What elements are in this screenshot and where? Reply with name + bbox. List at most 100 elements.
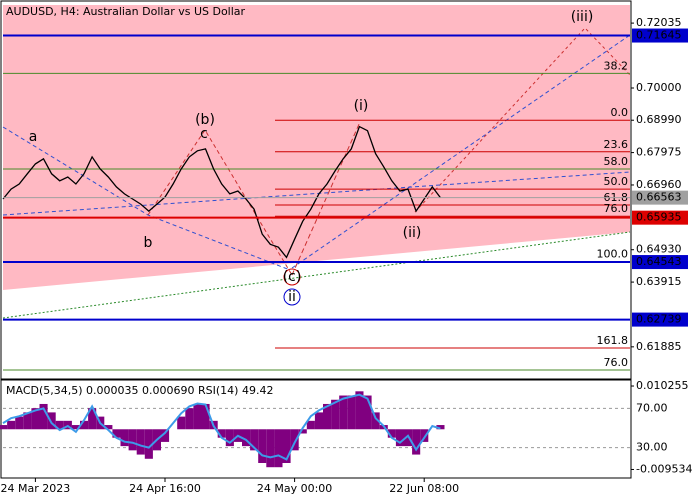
y-tick-label: 0.70000 [636,81,682,94]
i-wave-line [291,121,361,276]
macd-bar [306,420,315,430]
macd-bar [371,412,380,430]
macd-bar [282,429,291,463]
level-label: 0.64543 [636,255,682,268]
macd-bar [128,429,137,451]
level-label: 0.66563 [636,191,682,204]
wave-label: c [200,126,208,142]
macd-bar [331,399,340,430]
y-tick-label: 0.66960 [636,178,682,191]
level-tag [632,255,688,270]
fib-label: 76.0 [604,202,629,215]
macd-bar [104,425,113,430]
wave-label: b [144,235,153,251]
macd-bar [242,429,251,447]
fib-label: 23.6 [604,138,629,151]
x-tick-label: 22 Jun 08:00 [389,482,459,495]
x-tick-label: 24 May 00:00 [257,482,332,495]
macd-bar [339,395,348,430]
wave-circle [283,268,301,286]
macd-bar [274,429,283,468]
macd-bar [177,416,186,430]
x-tick-label: 24 Mar 2023 [1,482,71,495]
macd-bar [185,408,194,430]
wave-label: ii [288,289,296,305]
fib-label: 38.2 [604,59,629,72]
macd-bar [412,429,421,455]
main-frame [0,0,632,380]
macd-bar [420,429,429,442]
y-tick-label: 0.63915 [636,275,682,288]
fib-label: 76.0 [604,356,629,369]
macd-bar [23,412,32,430]
macd-bar [387,429,396,438]
macd-bar [31,408,40,430]
fib-label: 58.0 [604,155,629,168]
macd-bar [193,403,202,430]
wave-label: (b) [195,112,215,128]
macd-bar [39,403,48,430]
level-label: 0.65935 [636,211,682,224]
level-label: 0.71645 [636,29,682,42]
y-tick-label: -0.009534 [636,462,692,475]
y-tick-label: 0.67975 [636,146,682,159]
macd-bar [120,429,129,447]
y-tick-label: 0.68990 [636,113,682,126]
fib-label: 161.8 [597,334,629,347]
macd-bar [323,403,332,430]
macd-bar [355,391,364,430]
rsi-line [2,393,441,461]
level-tag [632,210,688,225]
macd-bar [395,429,404,447]
wave-circle [283,288,301,306]
macd-bar [217,429,226,438]
macd-bar [436,425,445,430]
macd-bar [201,403,210,430]
wave-label: (ii) [403,225,422,241]
wave-label: a [29,129,38,145]
fib-label: 0.0 [611,106,629,119]
y-tick-label: 0.72035 [636,16,682,29]
y-tick-label: 0.64930 [636,243,682,256]
macd-bar [347,395,356,430]
macd-bar [250,429,259,451]
chart-title: AUDUSD, H4: Australian Dollar vs US Doll… [6,5,246,18]
macd-bar [314,412,323,430]
y2-tick-label: 70.00 [636,401,668,414]
level-tag [632,28,688,43]
macd-bar [258,429,267,463]
y-tick-label: 0.010255 [636,379,689,392]
y2-tick-label: 30.00 [636,441,668,454]
fib-label: 50.0 [604,175,629,188]
macd-bar [298,429,307,434]
pink-zone [3,5,630,290]
macd-bar [71,425,80,430]
x-tick-label: 24 Apr 16:00 [129,482,201,495]
macd-bar [363,395,372,430]
macd-bar [55,420,64,430]
price-line [2,125,441,259]
macd-bar [7,420,16,430]
macd-bar [88,408,97,430]
macd-bar [112,429,121,438]
level-tag [632,190,688,205]
macd-bar [0,425,8,430]
fib-label: 100.0 [597,248,629,261]
macd-bar [161,429,170,442]
indicator-title: MACD(5,34,5) 0.000035 0.000690 RSI(14) 4… [6,384,273,397]
macd-bar [225,429,234,447]
macd-bar [80,420,89,430]
level-tag [632,312,688,327]
macd-bar [290,429,299,451]
wave-label: (c) [283,269,302,285]
macd-bar [266,429,275,468]
macd-bar [144,429,153,459]
macd-bar [47,412,56,430]
y-tick-label: 0.61885 [636,340,682,353]
wave-label: (i) [354,98,369,114]
macd-bar [15,416,24,430]
wave-label: (iii) [571,9,594,25]
level-label: 0.62739 [636,313,682,326]
